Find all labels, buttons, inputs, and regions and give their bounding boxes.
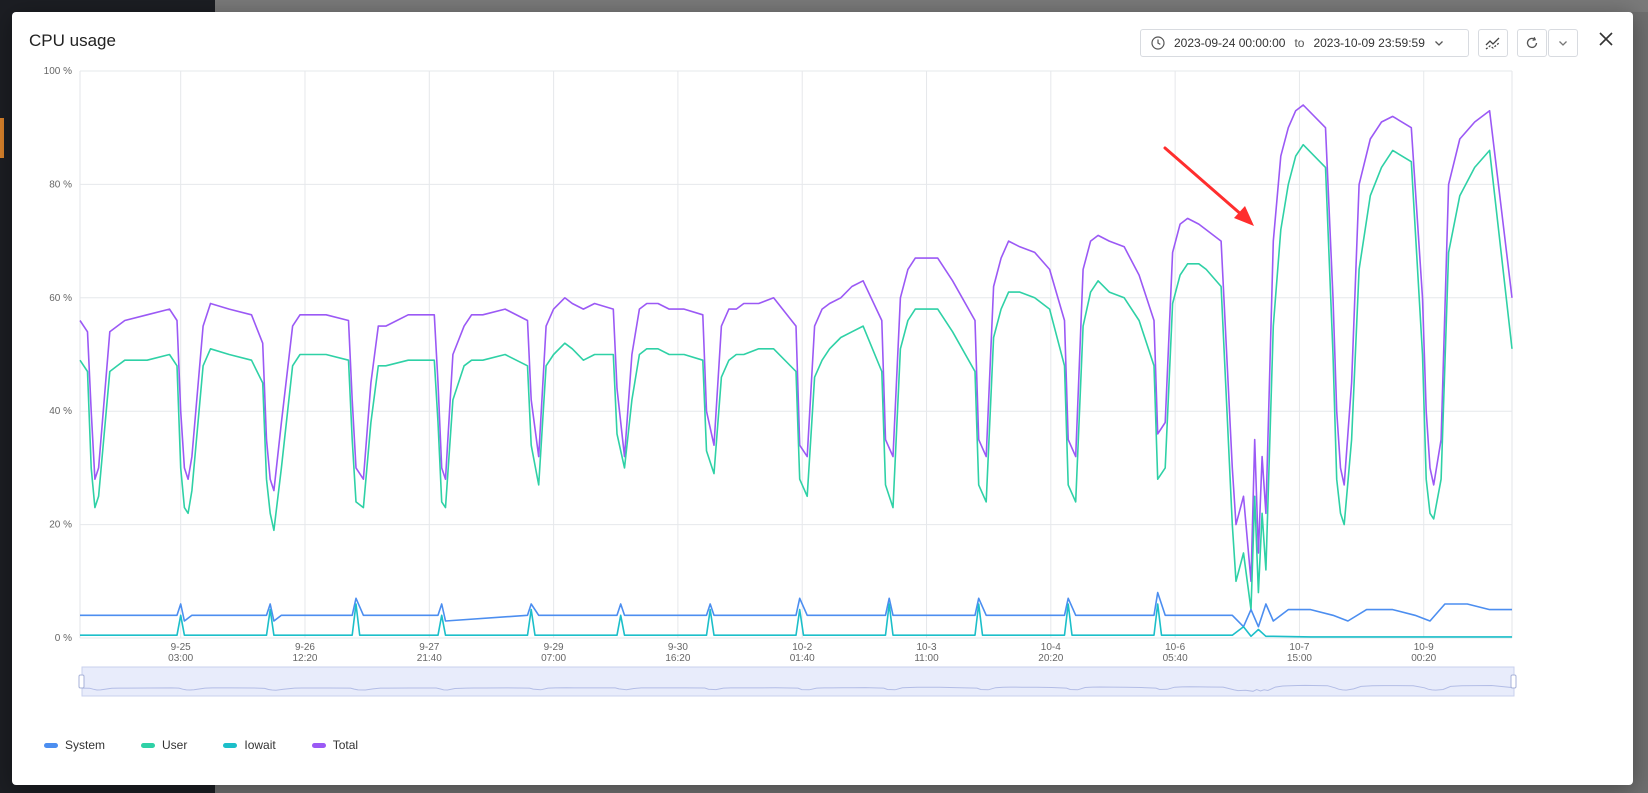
- x-tick-label-time: 01:40: [790, 653, 815, 664]
- zoom-handle-left: [78, 674, 85, 689]
- chevron-down-icon: [1559, 41, 1567, 46]
- legend-swatch-system: [44, 742, 58, 748]
- x-tick-label-time: 07:00: [541, 653, 566, 664]
- legend-label-iowait: Iowait: [244, 738, 276, 752]
- time-range-picker[interactable]: 2023-09-24 00:00:00 to 2023-10-09 23:59:…: [1140, 29, 1469, 57]
- trend-compare-icon: [1485, 37, 1500, 50]
- zoom-slider-track: [81, 666, 1515, 697]
- legend-item-system[interactable]: System: [44, 738, 105, 752]
- legend-item-user[interactable]: User: [141, 738, 187, 752]
- x-tick-label-time: 20:20: [1038, 653, 1063, 664]
- zoom-slider-preview: [81, 684, 1515, 692]
- x-tick-label-date: 10-9: [1414, 642, 1434, 653]
- annotation-arrow-head: [1234, 206, 1254, 226]
- y-tick-label: 60 %: [49, 293, 72, 304]
- legend-item-total[interactable]: Total: [311, 738, 359, 752]
- x-tick-label-time: 12:20: [292, 653, 317, 664]
- compare-button[interactable]: [1478, 29, 1508, 57]
- x-tick-label-time: 05:40: [1163, 653, 1188, 664]
- chart-annotation: [1163, 146, 1254, 226]
- legend-swatch-iowait: [223, 742, 238, 748]
- x-tick-label-time: 00:20: [1411, 653, 1436, 664]
- x-tick-label-date: 10-6: [1165, 642, 1185, 653]
- refresh-icon: [1526, 36, 1538, 49]
- clock-icon: [1151, 36, 1165, 50]
- x-tick-label-time: 15:00: [1287, 653, 1312, 664]
- legend-label-system: System: [65, 738, 106, 752]
- annotation-arrow-shaft: [1163, 146, 1245, 218]
- x-tick-label-date: 9-26: [295, 642, 315, 653]
- modal-title: CPU usage: [29, 31, 116, 50]
- y-tick-label: 40 %: [49, 406, 72, 417]
- x-tick-label-time: 03:00: [168, 653, 193, 664]
- x-tick-label-date: 9-30: [668, 642, 688, 653]
- series-line-user: [79, 143, 1513, 611]
- x-tick-label-date: 10-4: [1041, 642, 1061, 653]
- x-tick-label-date: 10-3: [917, 642, 937, 653]
- refresh-button[interactable]: [1517, 29, 1547, 57]
- range-separator: to: [1294, 36, 1305, 50]
- chart-grid: [79, 70, 1513, 639]
- chart-legend: System User Iowait Total: [44, 738, 394, 752]
- x-tick-label-date: 9-25: [171, 642, 191, 653]
- x-tick-label-date: 9-29: [544, 642, 564, 653]
- y-tick-label: 80 %: [49, 179, 72, 190]
- series-line-iowait: [80, 603, 1512, 638]
- range-end: 2023-10-09 23:59:59: [1313, 36, 1425, 50]
- series-line-total: [79, 104, 1513, 583]
- x-tick-label-time: 21:40: [417, 653, 442, 664]
- close-icon[interactable]: [1595, 28, 1617, 50]
- x-tick-label-date: 10-7: [1289, 642, 1309, 653]
- x-tick-label-date: 10-2: [792, 642, 812, 653]
- x-tick-label-time: 16:20: [665, 653, 690, 664]
- range-start: 2023-09-24 00:00:00: [1174, 36, 1286, 50]
- legend-item-iowait[interactable]: Iowait: [223, 738, 276, 752]
- time-zoom-slider[interactable]: [78, 666, 1517, 697]
- legend-label-user: User: [162, 738, 188, 752]
- legend-label-total: Total: [332, 738, 359, 752]
- cpu-usage-modal: CPU usage 2023-09-24 00:00:00 to 2023-10…: [12, 12, 1633, 785]
- legend-swatch-user: [141, 742, 156, 748]
- background-active-marker: [0, 118, 4, 158]
- y-tick-label: 0 %: [55, 633, 72, 644]
- chart-series: [79, 104, 1513, 638]
- y-tick-label: 100 %: [44, 66, 72, 77]
- y-tick-label: 20 %: [49, 520, 72, 531]
- zoom-handle-right: [1510, 674, 1517, 689]
- legend-swatch-total: [311, 742, 326, 748]
- series-line-system: [80, 591, 1512, 628]
- chevron-down-icon: [1434, 41, 1443, 46]
- x-tick-label-date: 9-27: [419, 642, 439, 653]
- background-app-header: [215, 0, 1648, 12]
- refresh-interval-dropdown[interactable]: [1548, 29, 1578, 57]
- x-tick-label-time: 11:00: [914, 653, 939, 664]
